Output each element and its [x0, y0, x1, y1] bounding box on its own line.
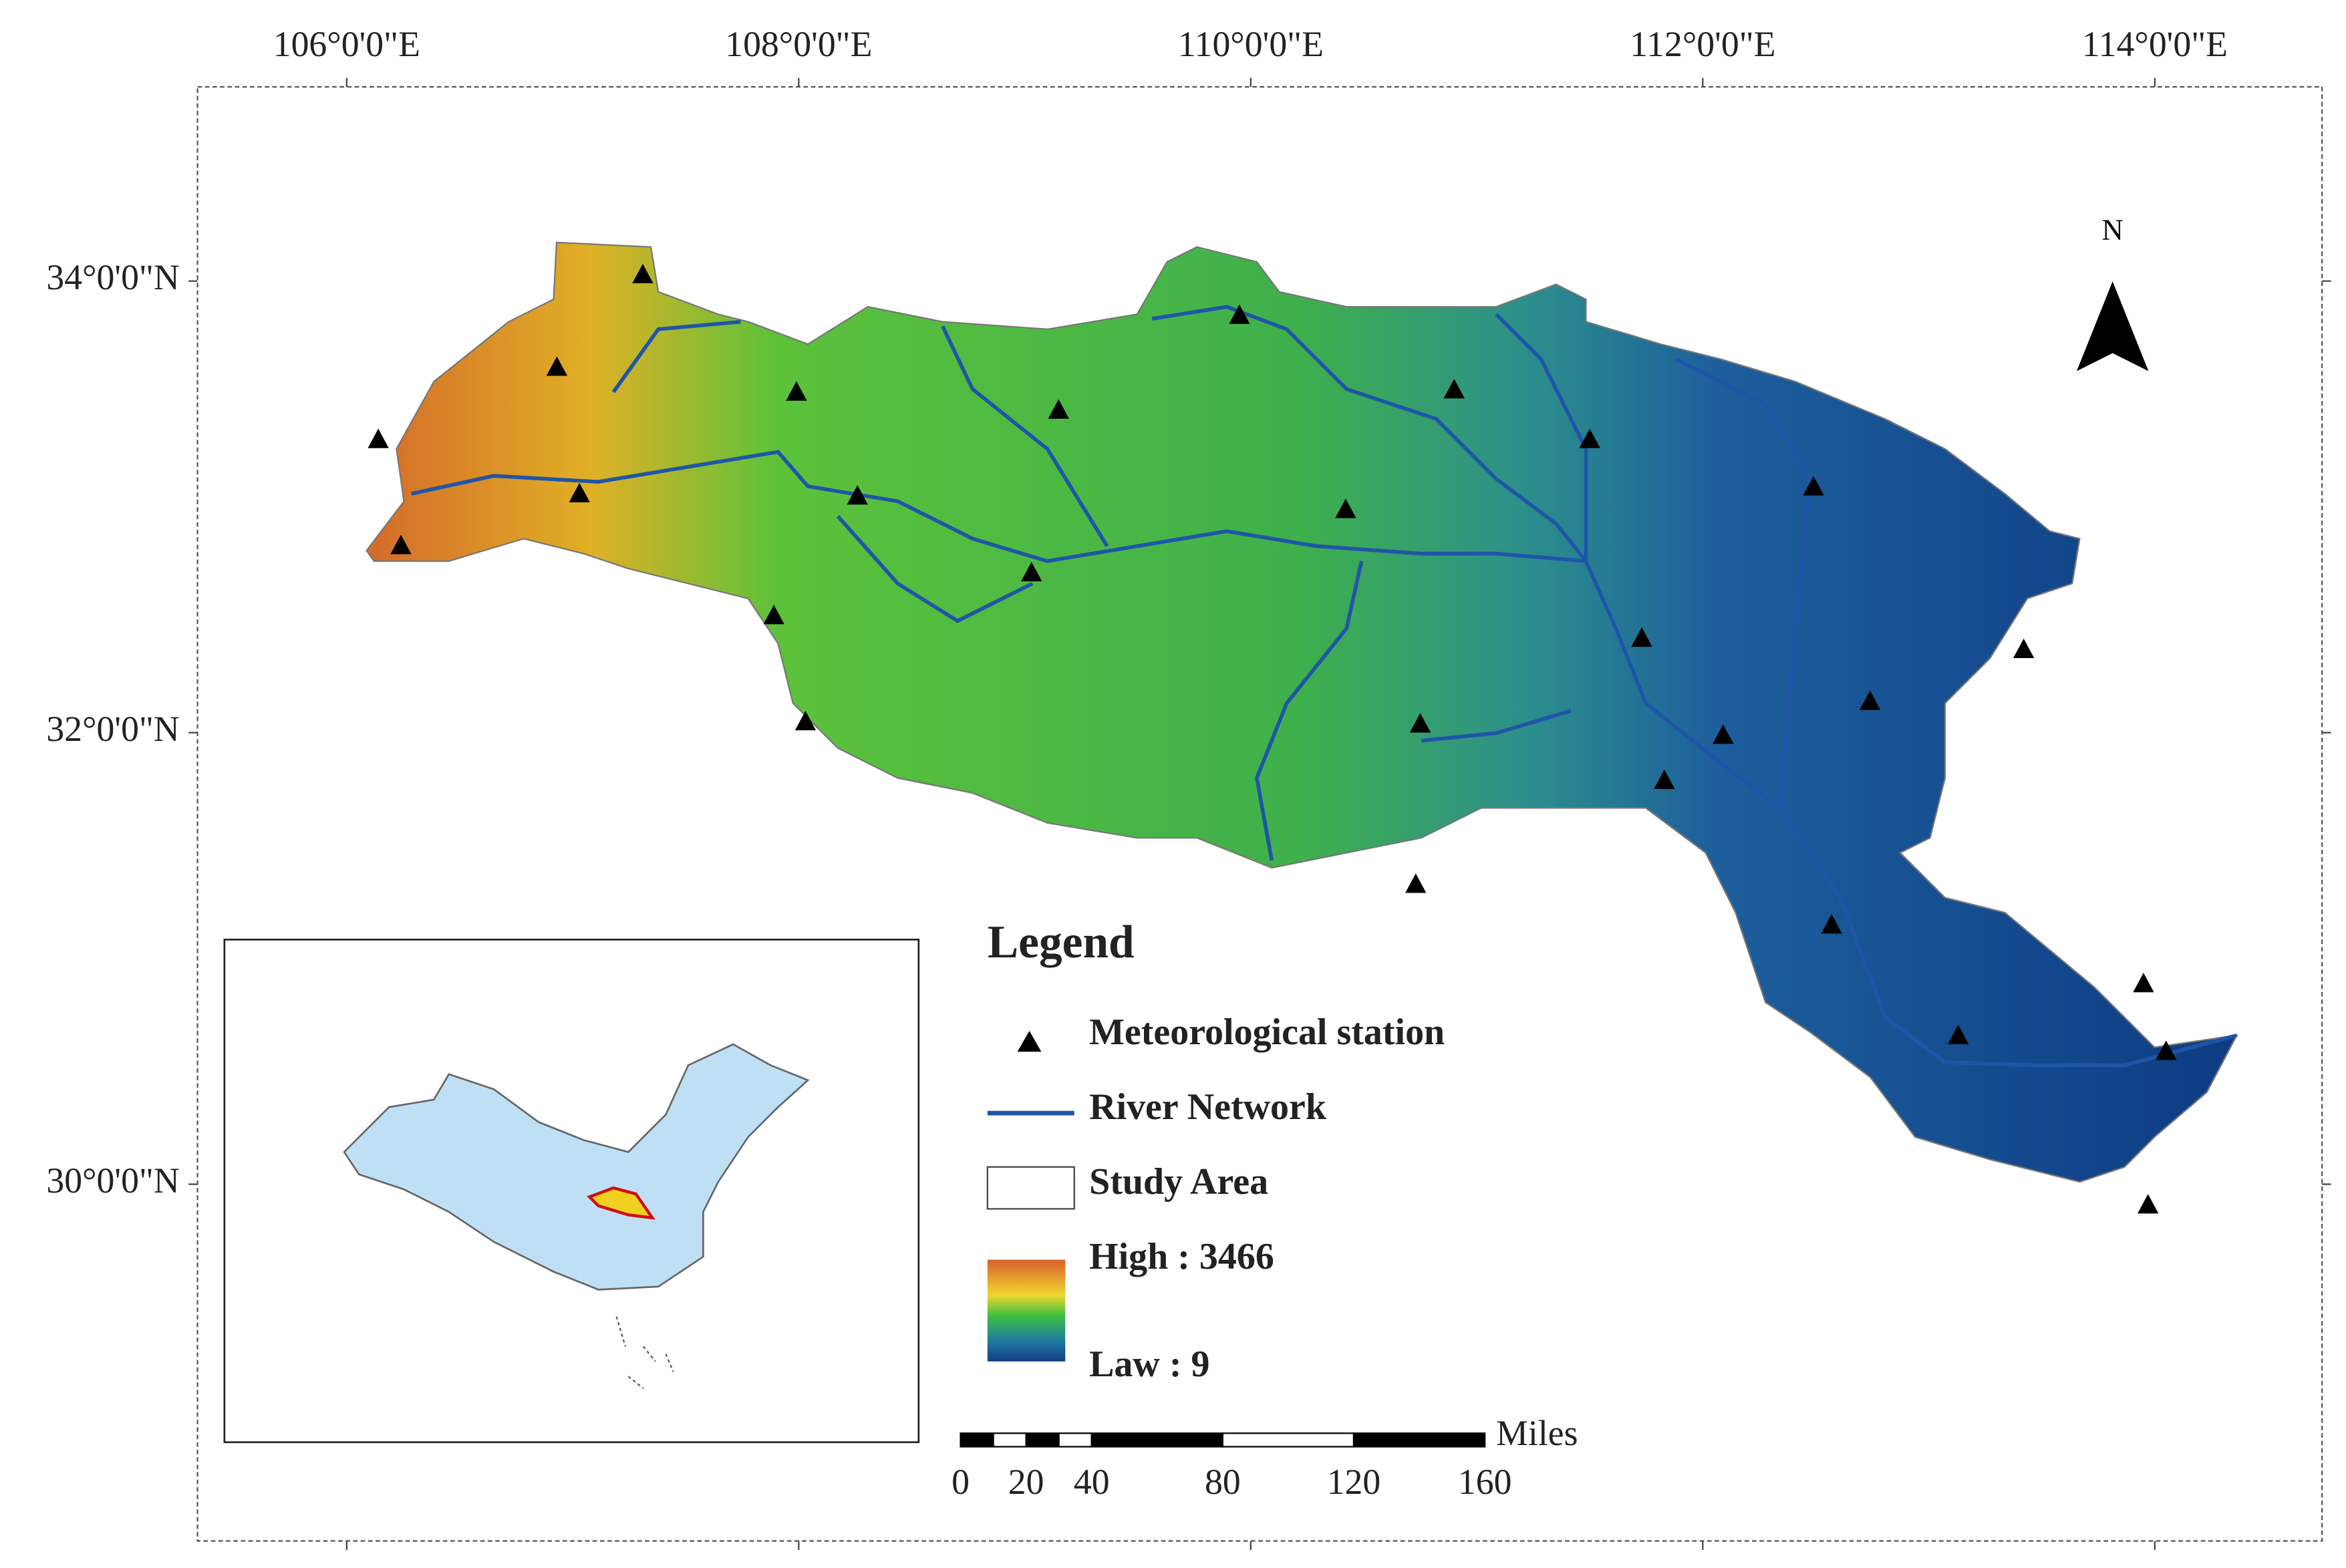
scale-segment — [992, 1432, 1027, 1448]
legend-station-symbol — [1017, 1030, 1042, 1052]
scale-label: 120 — [1327, 1462, 1381, 1502]
x-tick-label: 108°0'0"E — [725, 24, 872, 64]
legend-dem-ramp — [987, 1259, 1066, 1362]
x-tick-label: 114°0'0"E — [2082, 24, 2228, 64]
scale-segment — [1025, 1432, 1060, 1448]
legend-label: High : 3466 — [1089, 1236, 1274, 1277]
x-tick-label: 110°0'0"E — [1178, 24, 1324, 64]
station-marker — [1631, 627, 1652, 647]
station-marker — [786, 381, 807, 401]
study-area — [365, 241, 2238, 1183]
station-marker — [569, 482, 590, 502]
x-tick-label: 106°0'0"E — [273, 24, 420, 64]
y-tick-label: 30°0'0"N — [46, 1160, 179, 1201]
station-marker — [1947, 1024, 1969, 1044]
scale-segment — [1221, 1432, 1355, 1448]
station-marker — [546, 356, 568, 376]
station-marker — [1713, 724, 1734, 744]
y-tick-label: 32°0'0"N — [46, 709, 179, 749]
station-marker — [1443, 379, 1465, 399]
legend-title: Legend — [988, 917, 1135, 968]
north-arrow — [2076, 281, 2149, 371]
station-marker — [1579, 428, 1600, 448]
station-marker — [1048, 399, 1069, 419]
station-marker — [368, 428, 389, 448]
scale-segment — [1352, 1432, 1486, 1448]
china-outline — [343, 1043, 810, 1291]
station-marker — [2156, 1040, 2177, 1060]
inset-map — [223, 939, 920, 1444]
legend-label: Meteorological station — [1089, 1011, 1445, 1053]
legend-label: River Network — [1089, 1086, 1327, 1128]
scale-label: 40 — [1074, 1462, 1110, 1502]
station-marker — [763, 605, 784, 625]
legend: Legend Meteorological station River Netw… — [986, 917, 1445, 1385]
legend-label: Law : 9 — [1089, 1344, 1209, 1385]
inset-study-area — [587, 1186, 655, 1220]
scale-segment — [1090, 1432, 1223, 1448]
station-marker — [1859, 690, 1881, 710]
legend-area-symbol — [986, 1166, 1075, 1210]
station-marker — [2138, 1194, 2159, 1214]
scale-segment — [1058, 1432, 1092, 1448]
station-marker — [1803, 476, 1824, 496]
scale-label: 20 — [1008, 1462, 1044, 1502]
station-marker — [1821, 914, 1842, 934]
station-marker — [390, 534, 412, 555]
station-marker — [1335, 498, 1356, 518]
station-marker — [1405, 873, 1427, 893]
x-tick-label: 112°0'0"E — [1630, 24, 1775, 64]
scale-label: 0 — [951, 1462, 970, 1502]
station-marker — [847, 485, 868, 505]
scale-segment — [960, 1432, 994, 1448]
station-marker — [794, 711, 817, 731]
station-marker — [2133, 973, 2154, 993]
legend-label: Study Area — [1089, 1161, 1268, 1203]
scale-label: 160 — [1458, 1462, 1512, 1502]
north-label: N — [2102, 212, 2123, 246]
scale-label: 80 — [1205, 1462, 1241, 1502]
station-marker — [1021, 561, 1042, 582]
station-marker — [1409, 713, 1431, 733]
y-tick-label: 34°0'0"N — [46, 257, 179, 297]
station-marker — [2013, 638, 2035, 659]
station-marker — [1229, 304, 1250, 324]
station-marker — [1654, 769, 1675, 790]
scale-unit: Miles — [1496, 1413, 1578, 1453]
station-marker — [632, 263, 653, 283]
